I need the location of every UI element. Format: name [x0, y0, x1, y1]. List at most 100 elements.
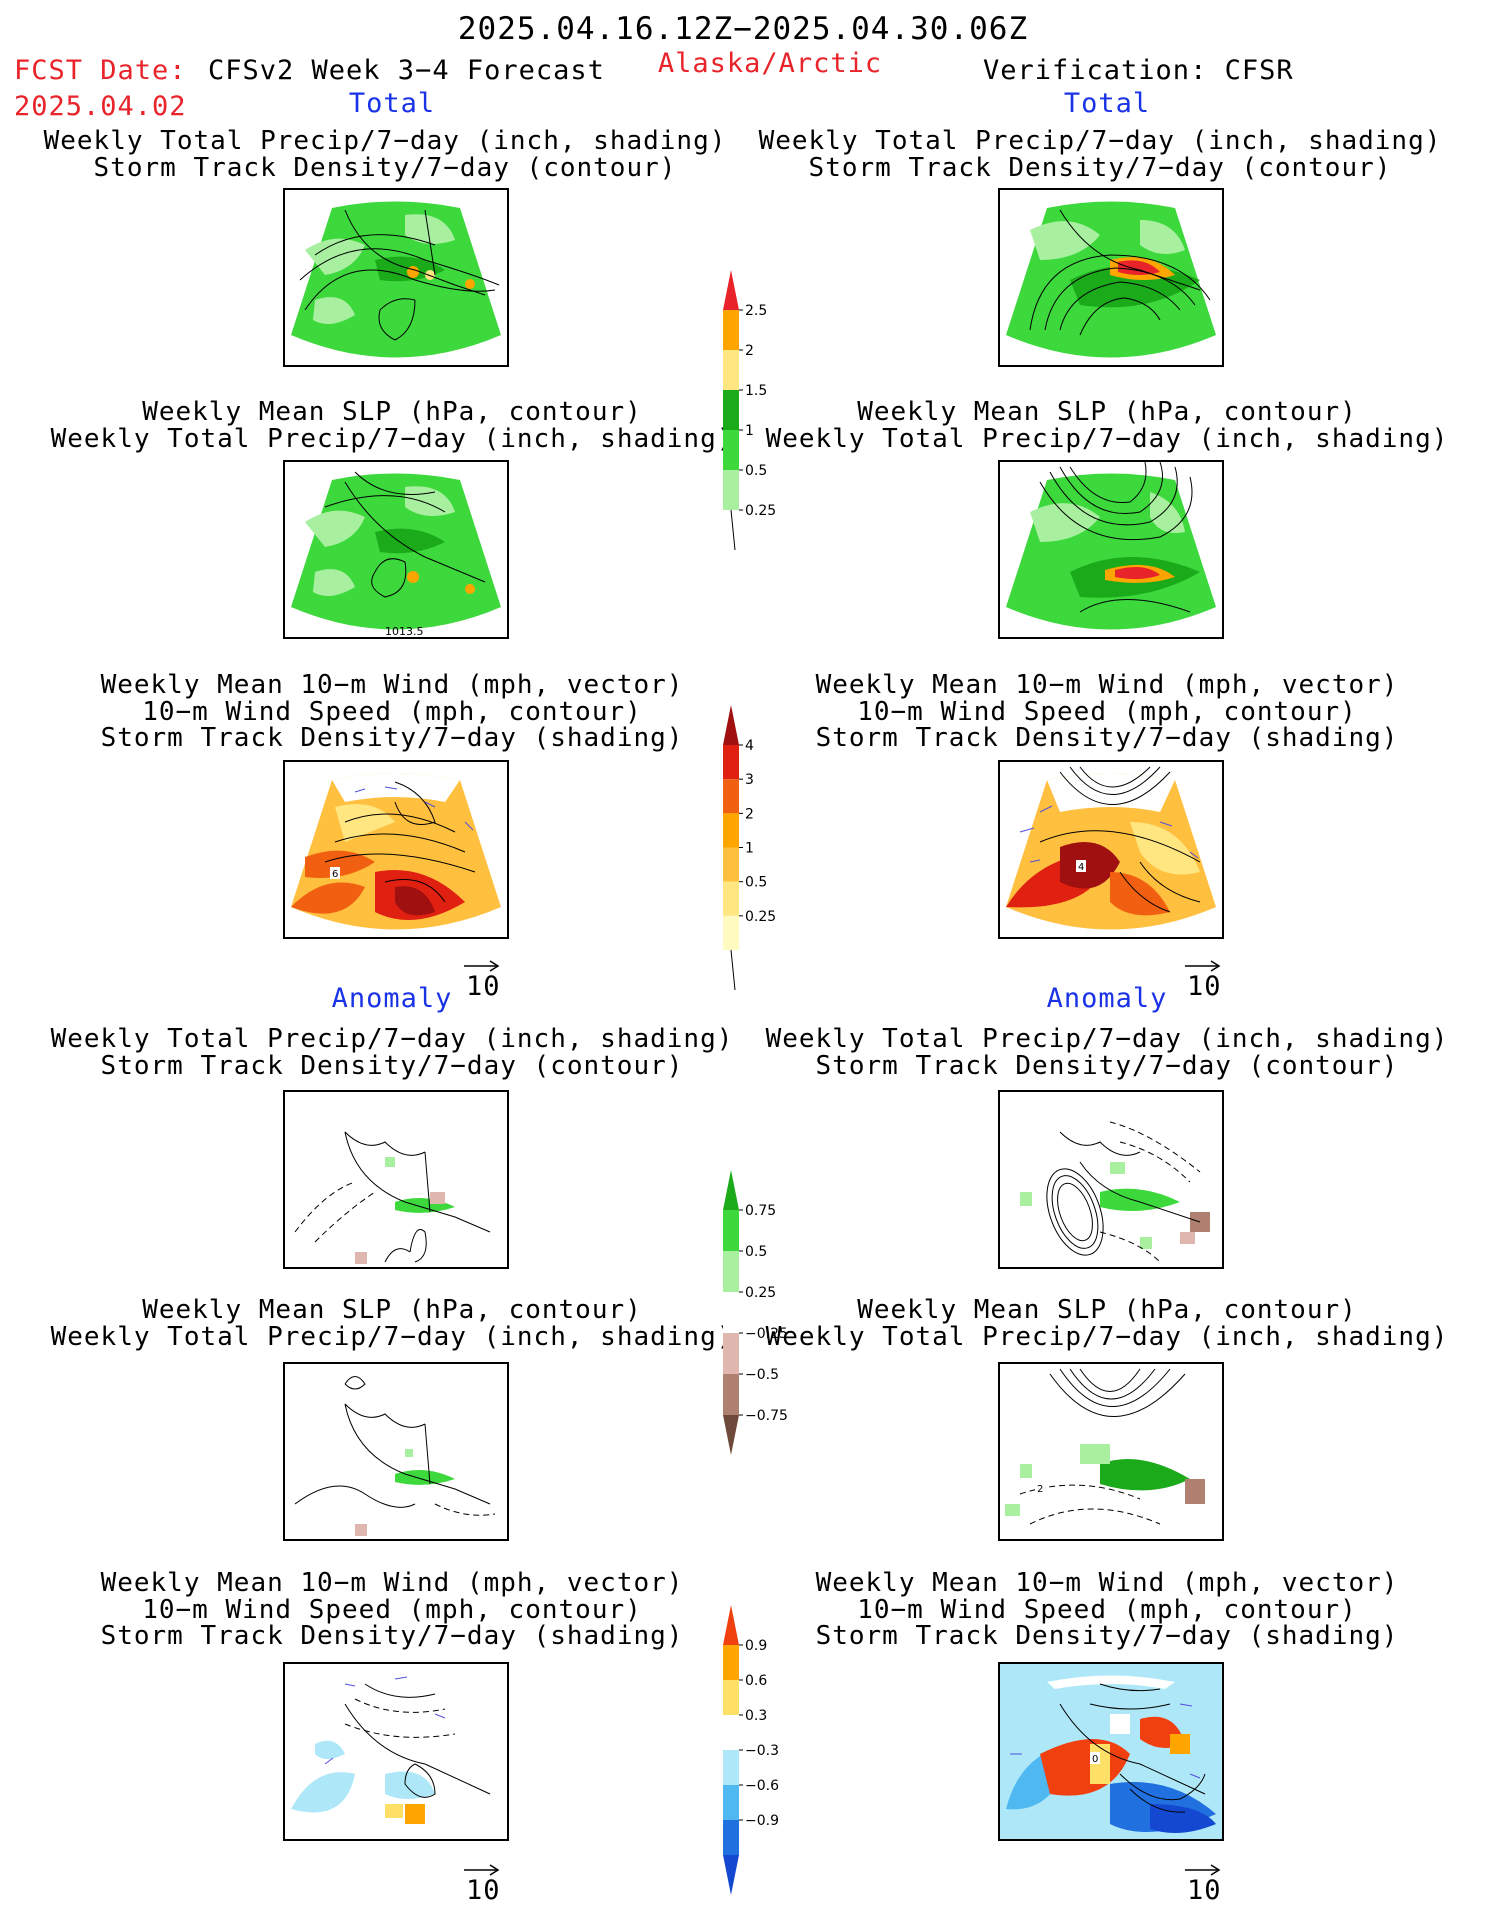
colorbar-tick-label: 2 — [745, 343, 754, 359]
vector-reference-label: 10 — [466, 1875, 501, 1906]
colorbar-tick-label: 1 — [745, 841, 754, 857]
colorbar-tick-label: 0.25 — [745, 503, 776, 519]
colorbar-segment — [723, 430, 739, 470]
colorbar-tick-label: 4 — [745, 738, 754, 754]
arrow-right-icon — [464, 960, 500, 972]
colorbar-tick-label: 2.5 — [745, 303, 767, 319]
panel-title-anom-slp-fcst: Weekly Mean SLP (hPa, contour) Weekly Tot… — [50, 1295, 734, 1352]
map-total-slp-obs — [998, 460, 1224, 639]
colorbar-precip-anom: 0.75 0.5 0.25 −0.25 −0.5 −0.75 — [723, 1170, 803, 1459]
panel-title-total-precip-obs: Weekly Total Precip/7−day (inch, shading… — [758, 126, 1442, 183]
colorbar-segment — [723, 1210, 739, 1251]
colorbar-segment — [723, 310, 739, 350]
colorbar-tail — [730, 949, 736, 991]
colorbar-segment — [723, 390, 739, 430]
arrow-right-icon — [464, 1864, 500, 1876]
colorbar-segment — [723, 1680, 739, 1715]
colorbar-storm-total: 4 3 2 1 0.5 0.25 — [723, 705, 803, 994]
panel-title-total-slp-fcst: Weekly Mean SLP (hPa, contour) Weekly Tot… — [50, 397, 734, 454]
colorbar-precip-total: 2.5 2 1.5 1 0.5 0.25 — [723, 270, 803, 554]
colorbar-tick-label: 0.3 — [745, 1708, 767, 1724]
colorbar-segment — [723, 1750, 739, 1785]
colorbar-tick-label: 0.5 — [745, 463, 767, 479]
colorbar-tick-label: 0.5 — [745, 1244, 767, 1260]
slp-contour-label: 1013.5 — [385, 625, 424, 637]
region-title: Alaska/Arctic — [657, 48, 883, 79]
colorbar-segment — [723, 1820, 739, 1855]
storm-contour-label: 6 — [332, 869, 338, 880]
colorbar-top-arrow — [723, 1170, 739, 1210]
vector-reference-label: 10 — [1187, 1875, 1222, 1906]
colorbar-segment — [723, 1785, 739, 1820]
colorbar-tick-label: −0.75 — [745, 1408, 788, 1424]
storm-contour-label: 4 — [1078, 862, 1084, 873]
map-total-precip-obs — [998, 188, 1224, 367]
panel-title-anom-wind-fcst: Weekly Mean 10−m Wind (mph, vector) 10−m … — [100, 1568, 684, 1652]
map-anom-precip-obs — [998, 1090, 1224, 1269]
colorbar-tick-label: 1 — [745, 423, 754, 439]
colorbar-segment — [723, 1715, 739, 1750]
section-total-left: Total — [348, 88, 436, 119]
colorbar-tick-label: −0.3 — [745, 1743, 779, 1759]
panel-title-total-wind-fcst: Weekly Mean 10−m Wind (mph, vector) 10−m … — [100, 670, 684, 754]
colorbar-bottom-arrow — [723, 1415, 739, 1455]
colorbar-segment — [723, 1292, 739, 1333]
colorbar-top-arrow — [723, 705, 739, 745]
arrow-right-icon — [1185, 960, 1221, 972]
arrow-right-icon — [1185, 1864, 1221, 1876]
slp-anomaly-label: 2 — [1037, 1484, 1043, 1495]
colorbar-top-arrow — [723, 1605, 739, 1645]
panel-title-anom-precip-obs: Weekly Total Precip/7−day (inch, shading… — [765, 1024, 1449, 1081]
section-anomaly-left: Anomaly — [331, 983, 453, 1014]
colorbar-tick-label: 0.6 — [745, 1673, 767, 1689]
panel-title-anom-slp-obs: Weekly Mean SLP (hPa, contour) Weekly Tot… — [765, 1295, 1449, 1352]
map-anom-slp-fcst — [283, 1362, 509, 1541]
colorbar-segment — [723, 847, 739, 882]
model-title: CFSv2 Week 3−4 Forecast — [208, 55, 605, 86]
colorbar-tick-label: −0.9 — [745, 1813, 779, 1829]
vector-reference-total-obs: 10 — [1183, 957, 1263, 1007]
colorbar-storm-anom: 0.9 0.6 0.3 −0.3 −0.6 −0.9 — [723, 1605, 803, 1899]
fcst-date-label: FCST Date: — [14, 55, 187, 86]
colorbar-segment — [723, 779, 739, 814]
colorbar-tail — [730, 509, 736, 551]
colorbar-tick-label: −0.25 — [745, 1326, 788, 1342]
forecast-period: 2025.04.16.12Z−2025.04.30.06Z — [457, 11, 1029, 47]
panel-title-total-slp-obs: Weekly Mean SLP (hPa, contour) Weekly Tot… — [765, 397, 1449, 454]
vector-reference-anom-obs: 10 — [1183, 1861, 1263, 1911]
colorbar-tick-label: 0.5 — [745, 875, 767, 891]
colorbar-tick-label: 0.75 — [745, 1203, 776, 1219]
storm-anomaly-label: 0 — [1092, 1754, 1098, 1765]
colorbar-segment — [723, 1333, 739, 1374]
panel-title-total-precip-fcst: Weekly Total Precip/7−day (inch, shading… — [43, 126, 727, 183]
colorbar-tick-label: −0.5 — [745, 1367, 779, 1383]
verification-title: Verification: CFSR — [983, 55, 1294, 86]
panel-title-anom-wind-obs: Weekly Mean 10−m Wind (mph, vector) 10−m … — [815, 1568, 1399, 1652]
colorbar-tick-label: 1.5 — [745, 383, 767, 399]
colorbar-segment — [723, 1645, 739, 1680]
colorbar-segment — [723, 1251, 739, 1292]
colorbar-segment — [723, 915, 739, 950]
map-total-slp-fcst: 1013.5 — [283, 460, 509, 639]
colorbar-tick-label: 0.9 — [745, 1638, 767, 1654]
map-total-wind-obs: 4 — [998, 760, 1224, 939]
colorbar-segment — [723, 350, 739, 390]
colorbar-tick-label: 0.25 — [745, 909, 776, 925]
vector-reference-anom-fcst: 10 — [462, 1861, 542, 1911]
map-anom-wind-fcst — [283, 1662, 509, 1841]
section-total-right: Total — [1063, 88, 1151, 119]
colorbar-tick-label: 3 — [745, 772, 754, 788]
colorbar-tick-label: 2 — [745, 806, 754, 822]
colorbar-tick-label: −0.6 — [745, 1778, 779, 1794]
fcst-date-value: 2025.04.02 — [14, 91, 187, 122]
panel-title-anom-precip-fcst: Weekly Total Precip/7−day (inch, shading… — [50, 1024, 734, 1081]
vector-reference-total-fcst: 10 — [462, 957, 542, 1007]
vector-reference-label: 10 — [466, 971, 501, 1002]
map-anom-slp-obs: 2 — [998, 1362, 1224, 1541]
map-total-wind-fcst: 6 — [283, 760, 509, 939]
map-anom-wind-obs: 0 — [998, 1662, 1224, 1841]
colorbar-bottom-arrow — [723, 1855, 739, 1895]
colorbar-segment — [723, 813, 739, 848]
vector-reference-label: 10 — [1187, 971, 1222, 1002]
colorbar-top-arrow — [723, 270, 739, 310]
